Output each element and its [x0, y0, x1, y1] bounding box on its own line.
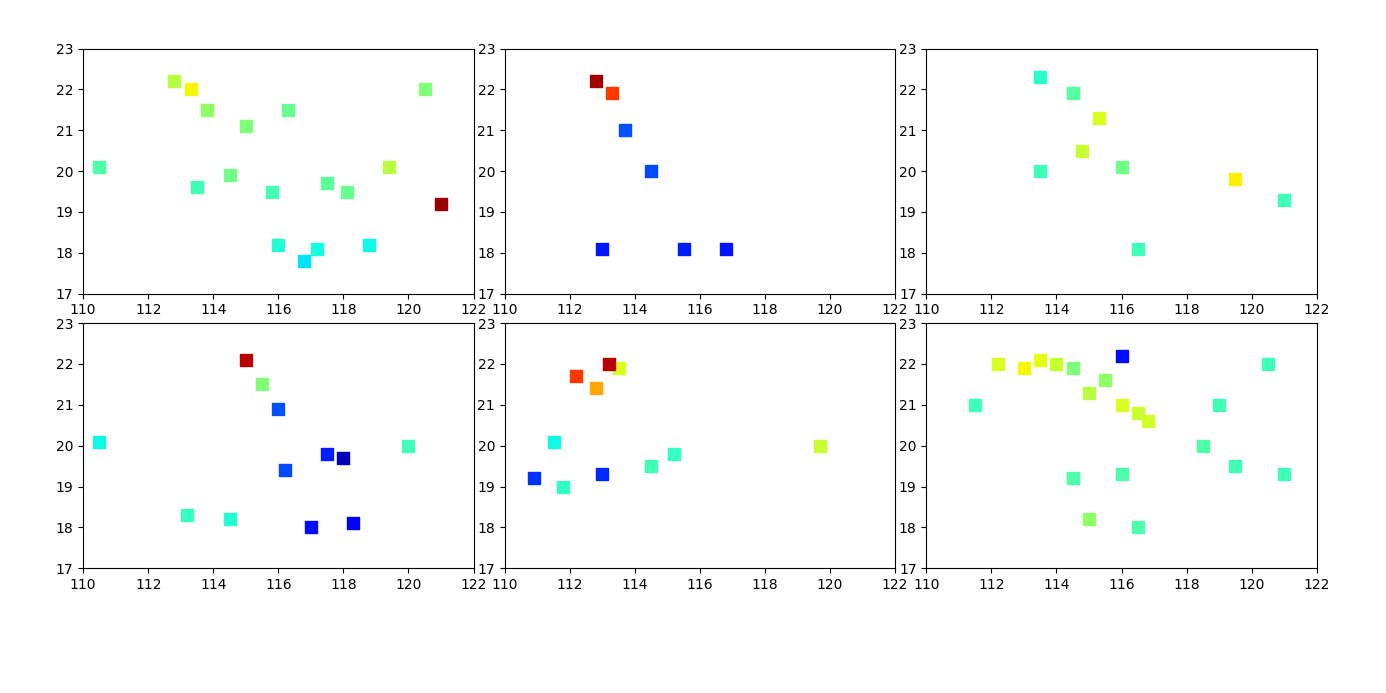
- Point: [1209, 399, 1231, 410]
- Point: [1078, 514, 1100, 525]
- Point: [251, 379, 273, 390]
- Point: [1045, 358, 1067, 369]
- Point: [342, 518, 365, 529]
- Point: [607, 362, 629, 374]
- Point: [179, 84, 201, 95]
- Point: [195, 104, 218, 115]
- Point: [1127, 407, 1149, 419]
- Point: [1088, 112, 1110, 123]
- Point: [1127, 522, 1149, 533]
- Point: [1013, 362, 1035, 374]
- Point: [1110, 350, 1132, 361]
- Point: [333, 453, 355, 464]
- Point: [234, 354, 256, 365]
- Point: [965, 399, 987, 410]
- Point: [597, 358, 620, 369]
- Point: [1127, 243, 1149, 254]
- Point: [359, 239, 381, 250]
- Point: [1110, 399, 1132, 410]
- Point: [552, 481, 574, 492]
- Point: [261, 186, 283, 197]
- Point: [585, 76, 607, 87]
- Point: [1030, 166, 1052, 177]
- Point: [1274, 468, 1296, 480]
- Point: [1274, 194, 1296, 205]
- Point: [1030, 354, 1052, 365]
- Point: [430, 198, 452, 209]
- Point: [1110, 468, 1132, 480]
- Point: [663, 448, 685, 459]
- Point: [89, 436, 111, 447]
- Point: [335, 186, 358, 197]
- Point: [1030, 71, 1052, 82]
- Point: [592, 243, 614, 254]
- Point: [299, 522, 322, 533]
- Point: [1224, 461, 1246, 472]
- Point: [316, 448, 338, 459]
- Point: [1137, 416, 1159, 427]
- Point: [267, 239, 290, 250]
- Point: [1062, 473, 1084, 484]
- Point: [306, 243, 328, 254]
- Point: [219, 170, 241, 181]
- Point: [1192, 440, 1214, 451]
- Point: [523, 473, 545, 484]
- Point: [413, 84, 435, 95]
- Point: [565, 371, 588, 382]
- Point: [277, 104, 299, 115]
- Point: [164, 76, 186, 87]
- Point: [809, 440, 832, 451]
- Point: [219, 514, 241, 525]
- Point: [316, 178, 338, 189]
- Point: [398, 440, 420, 451]
- Point: [274, 464, 297, 475]
- Point: [89, 161, 111, 173]
- Point: [715, 243, 737, 254]
- Point: [1094, 375, 1116, 386]
- Point: [1071, 145, 1094, 156]
- Point: [186, 182, 208, 193]
- Point: [987, 358, 1009, 369]
- Point: [378, 161, 401, 173]
- Point: [672, 243, 694, 254]
- Point: [1078, 387, 1100, 398]
- Point: [602, 88, 624, 99]
- Point: [176, 509, 198, 520]
- Point: [640, 166, 663, 177]
- Point: [542, 436, 564, 447]
- Point: [640, 461, 663, 472]
- Point: [585, 383, 607, 394]
- Point: [614, 125, 636, 136]
- Point: [294, 256, 316, 267]
- Point: [1110, 161, 1132, 173]
- Point: [592, 468, 614, 480]
- Point: [267, 403, 290, 414]
- Point: [1062, 88, 1084, 99]
- Point: [234, 121, 256, 132]
- Point: [1062, 362, 1084, 374]
- Point: [1257, 358, 1279, 369]
- Point: [1224, 174, 1246, 185]
